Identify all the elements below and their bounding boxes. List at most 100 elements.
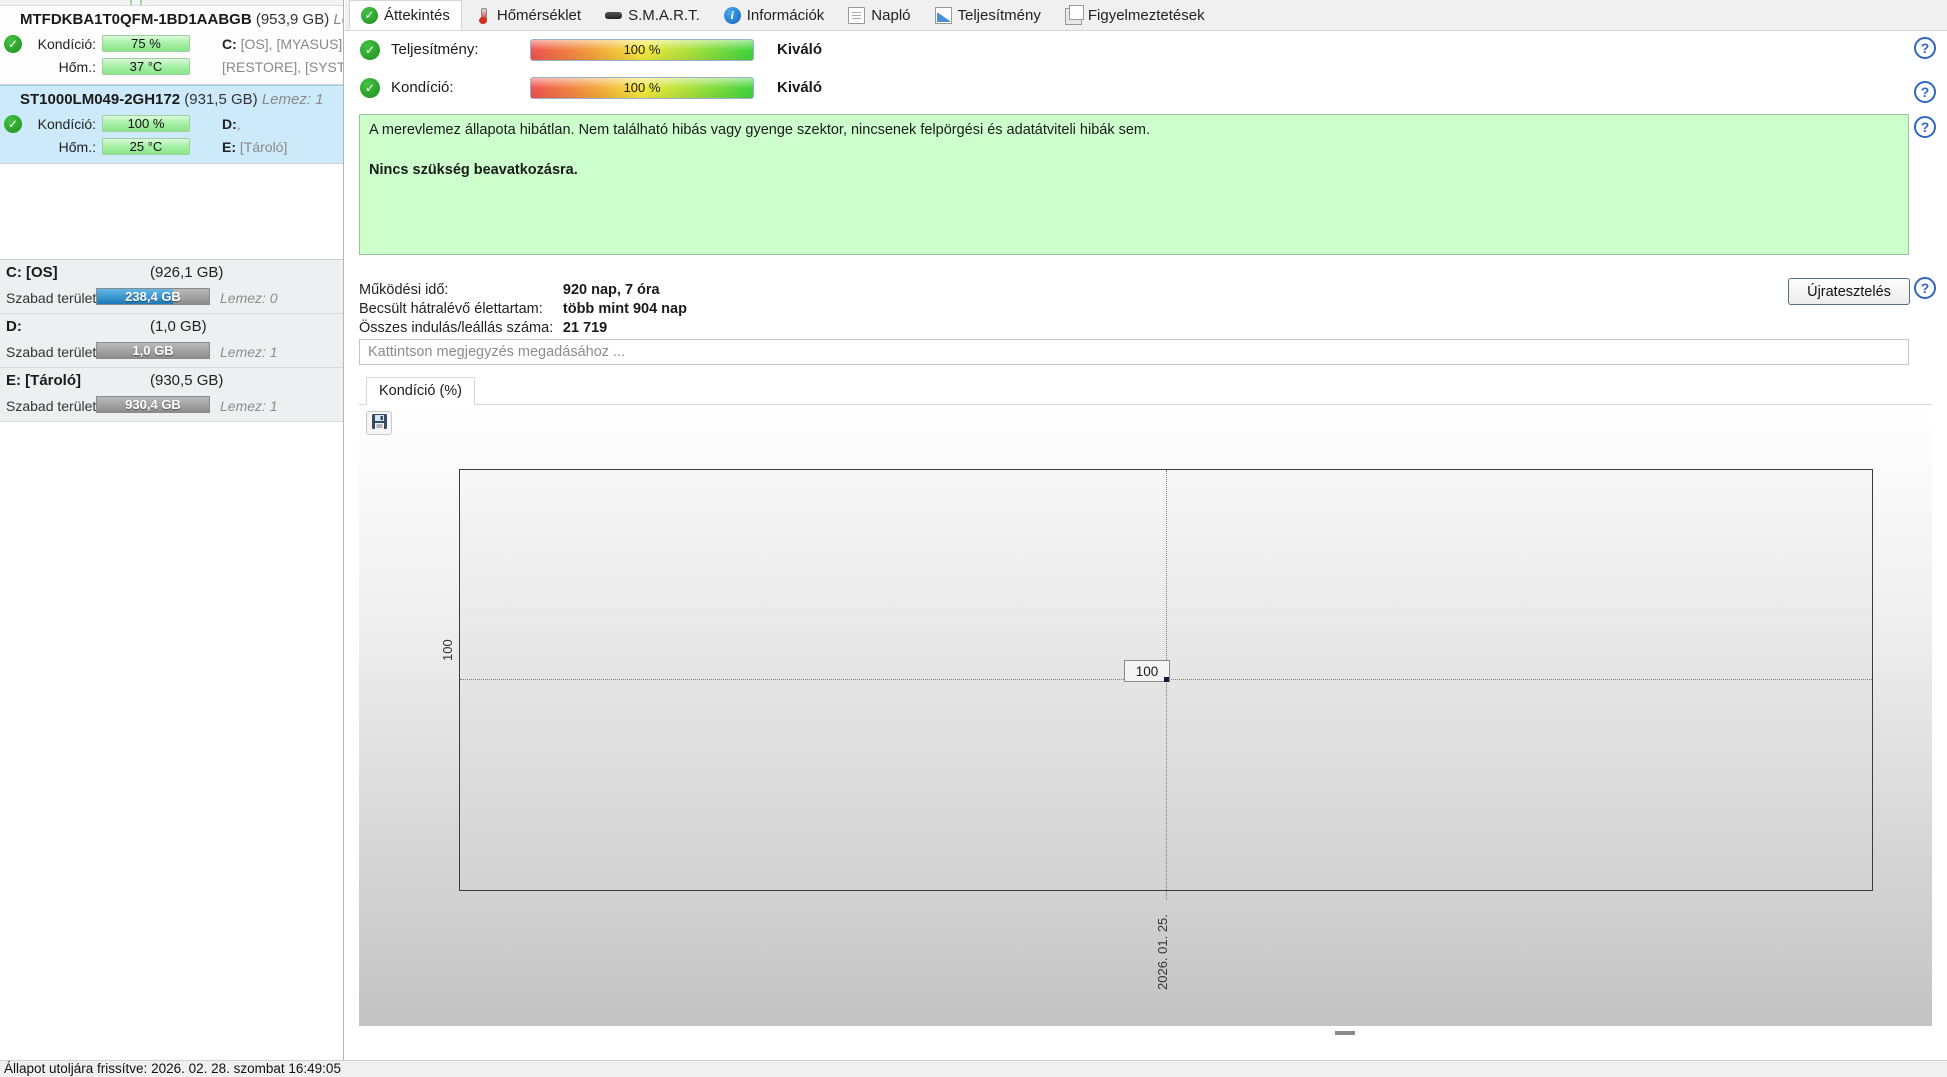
chart-icon	[934, 6, 952, 24]
disk-title: ST1000LM049-2GH172 (931,5 GB) Lemez: 1	[0, 91, 343, 108]
disk-list-empty-area	[0, 164, 343, 260]
help-icon-health[interactable]: ?	[1914, 116, 1936, 138]
volume-drive: E:	[222, 139, 236, 155]
disk-entry-mtfdkba[interactable]: MTFDKBA1T0QFM-1BD1AABGB (953,9 GB) Lemez…	[0, 6, 343, 85]
health-ok-icon: ✓	[4, 115, 22, 133]
condition-label: Kondíció:	[37, 116, 96, 132]
used-space-fill	[97, 289, 174, 304]
free-space-value: 930,4 GB	[125, 397, 181, 412]
tab-informaciok[interactable]: i Információk	[712, 0, 837, 30]
partition-disk-number: Lemez: 1	[220, 344, 278, 360]
temp-bar: 25 °C	[102, 138, 190, 155]
data-point-value-box: 100	[1124, 660, 1170, 682]
condition-bar: 100 %	[102, 115, 190, 132]
disk-temp-row: Hőm.: 25 °C E: [Tároló]	[0, 138, 343, 156]
partition-size: (930,5 GB)	[150, 372, 224, 389]
performance-label: Teljesítmény:	[391, 41, 479, 58]
main-tab-bar: ✓ Áttekintés Hőmérséklet S.M.A.R.T. i In…	[345, 0, 1947, 31]
x-axis-date-label: 2026. 01. 25.	[1155, 914, 1170, 990]
partition-name: D:	[6, 318, 22, 335]
chart-tab-kondicio[interactable]: Kondíció (%)	[366, 377, 476, 405]
disk-volumes-line1: D:,	[222, 115, 241, 133]
sidebar-filler	[0, 422, 343, 962]
performance-rating: Kiváló	[777, 41, 823, 58]
disk-statistics: Működési idő: 920 nap, 7 óra Becsült hát…	[359, 280, 687, 337]
retest-button[interactable]: Újratesztelés	[1788, 278, 1910, 305]
health-ok-icon: ✓	[4, 35, 22, 53]
volume-list: ,	[236, 116, 241, 132]
help-icon-retest[interactable]: ?	[1914, 277, 1936, 299]
tab-naplo[interactable]: Napló	[836, 0, 922, 30]
disk-size: (931,5 GB)	[184, 91, 258, 108]
chart-scrollbar-thumb[interactable]	[1335, 1031, 1355, 1035]
disk-temp-row: Hőm.: 37 °C [RESTORE], [SYSTEM	[0, 58, 343, 76]
partition-disk-number: Lemez: 0	[220, 290, 278, 306]
stat-value: több mint 904 nap	[562, 301, 687, 317]
volume-list: [OS], [MYASUS],	[236, 36, 343, 52]
partition-name: E: [Tároló]	[6, 372, 81, 389]
temp-label: Hőm.:	[58, 59, 96, 75]
floppy-disk-icon	[371, 414, 387, 429]
volume-drive: D:	[222, 116, 237, 132]
help-icon-performance[interactable]: ?	[1914, 37, 1936, 59]
condition-rating: Kiváló	[777, 79, 823, 96]
tab-homerseklet[interactable]: Hőmérséklet	[462, 0, 593, 30]
tab-attekintes[interactable]: ✓ Áttekintés	[349, 0, 462, 30]
health-status-text: A merevlemez állapota hibátlan. Nem talá…	[369, 122, 1151, 138]
save-chart-button[interactable]	[366, 411, 392, 435]
disk-volumes-line2: E: [Tároló]	[222, 138, 287, 156]
tab-label: Hőmérséklet	[496, 6, 582, 24]
status-bar: Állapot utoljára frissítve: 2026. 02. 28…	[0, 1060, 1947, 1077]
disk-icon	[605, 7, 623, 24]
stat-value: 920 nap, 7 óra	[562, 282, 660, 298]
tab-label: Áttekintés	[384, 6, 450, 24]
partition-row-d[interactable]: D: (1,0 GB) Szabad terület 1,0 GB Lemez:…	[0, 314, 343, 368]
tab-teljesitmeny[interactable]: Teljesítmény	[923, 0, 1053, 30]
tab-figyelmeztetesek[interactable]: Figyelmeztetések	[1053, 0, 1217, 30]
stat-power-on-time: Működési idő: 920 nap, 7 óra	[359, 280, 687, 299]
disk-name: MTFDKBA1T0QFM-1BD1AABGB	[20, 11, 252, 28]
condition-bar: 75 %	[102, 35, 190, 52]
disk-condition-row: ✓ Kondíció: 75 % C: [OS], [MYASUS],	[0, 35, 343, 53]
volume-drive: C:	[222, 36, 237, 52]
help-icon-condition[interactable]: ?	[1914, 81, 1936, 103]
chart-plot-area[interactable]: 100	[459, 469, 1873, 900]
free-space-value: 238,4 GB	[125, 289, 181, 304]
tab-label: Napló	[871, 6, 911, 24]
partition-row-e[interactable]: E: [Tároló] (930,5 GB) Szabad terület 93…	[0, 368, 343, 422]
condition-meter: 100 %	[530, 77, 754, 99]
condition-label: Kondíció:	[391, 79, 454, 96]
gridline-vertical-date	[1166, 470, 1167, 900]
disk-condition-row: ✓ Kondíció: 100 % D:,	[0, 115, 343, 133]
tab-smart[interactable]: S.M.A.R.T.	[593, 0, 712, 30]
volume-list: [Tároló]	[236, 139, 288, 155]
free-space-label: Szabad terület	[6, 344, 97, 360]
tab-label: Figyelmeztetések	[1087, 6, 1205, 24]
comment-input[interactable]	[359, 339, 1909, 365]
health-status-box: A merevlemez állapota hibátlan. Nem talá…	[359, 114, 1909, 255]
free-space-bar: 238,4 GB	[96, 288, 210, 305]
partition-size: (926,1 GB)	[150, 264, 224, 281]
volume-list: [RESTORE], [SYSTEM	[222, 59, 343, 75]
performance-meter: 100 %	[530, 39, 754, 61]
partition-list: C: [OS] (926,1 GB) Szabad terület 238,4 …	[0, 260, 343, 422]
partition-size: (1,0 GB)	[150, 318, 207, 335]
stat-label: Becsült hátralévő élettartam:	[359, 301, 543, 317]
free-space-bar: 930,4 GB	[96, 396, 210, 413]
disk-entry-st1000-selected[interactable]: ST1000LM049-2GH172 (931,5 GB) Lemez: 1 ✓…	[0, 85, 343, 164]
stat-label: Működési idő:	[359, 282, 449, 298]
temp-label: Hőm.:	[58, 139, 96, 155]
condition-label: Kondíció:	[37, 36, 96, 52]
free-space-value: 1,0 GB	[132, 343, 174, 358]
sidebar-top-strip	[0, 0, 343, 6]
condition-history-chart: 100 100 2026. 01. 25.	[359, 404, 1932, 1026]
document-icon	[848, 6, 866, 24]
disk-volumes-line2: [RESTORE], [SYSTEM	[222, 58, 343, 76]
partition-row-c[interactable]: C: [OS] (926,1 GB) Szabad terület 238,4 …	[0, 260, 343, 314]
tab-label: Teljesítmény	[957, 6, 1041, 24]
free-space-label: Szabad terület	[6, 398, 97, 414]
health-action-text: Nincs szükség beavatkozásra.	[369, 162, 578, 178]
disk-number: Lemez: 0	[333, 11, 343, 28]
y-axis-tick-100: 100	[440, 639, 455, 661]
